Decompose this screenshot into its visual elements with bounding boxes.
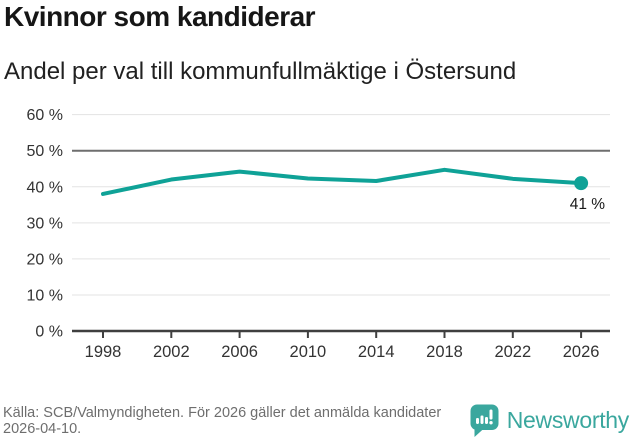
x-tick-label: 2014 <box>358 343 395 361</box>
x-tick-label: 2018 <box>426 343 463 361</box>
x-tick-label: 2026 <box>563 343 600 361</box>
gridlines <box>72 114 610 333</box>
y-tick-label: 50 % <box>27 143 63 160</box>
source-note: Källa: SCB/Valmyndigheten. För 2026 gäll… <box>3 405 442 437</box>
newsworthy-wordmark: Newsworthy <box>506 407 630 433</box>
data-series <box>101 167 589 196</box>
x-tick-label: 2010 <box>290 343 327 361</box>
data-polyline <box>101 167 584 196</box>
end-point-marker <box>574 176 589 191</box>
x-tick-label: 2006 <box>221 343 258 361</box>
y-tick-label: 20 % <box>27 251 63 268</box>
y-tick-label: 40 % <box>27 179 63 196</box>
page-title: Kvinnor som kandiderar <box>4 1 316 32</box>
end-value-label: 41 % <box>570 196 606 213</box>
x-tick-label: 2002 <box>153 343 190 361</box>
y-tick-label: 60 % <box>27 107 63 124</box>
x-tick-label: 1998 <box>85 343 122 361</box>
speech-bubble-shape <box>470 404 499 430</box>
y-axis-labels: 0 % 10 % 20 % 30 % 40 % 50 % 60 % <box>27 107 63 340</box>
y-tick-label: 30 % <box>27 215 63 232</box>
x-axis: 1998 2002 2006 2010 2014 2018 2022 2026 <box>85 331 600 361</box>
x-tick-label: 2022 <box>494 343 531 361</box>
y-tick-label: 10 % <box>27 287 63 304</box>
chart-subtitle: Andel per val till kommunfullmäktige i Ö… <box>4 58 517 85</box>
speech-bubble-tail <box>474 427 485 437</box>
annotations: 41 % <box>570 196 606 213</box>
y-tick-label: 0 % <box>35 324 63 341</box>
newsworthy-icon <box>470 404 499 437</box>
newsworthy-logo[interactable]: Newsworthy <box>470 403 629 438</box>
